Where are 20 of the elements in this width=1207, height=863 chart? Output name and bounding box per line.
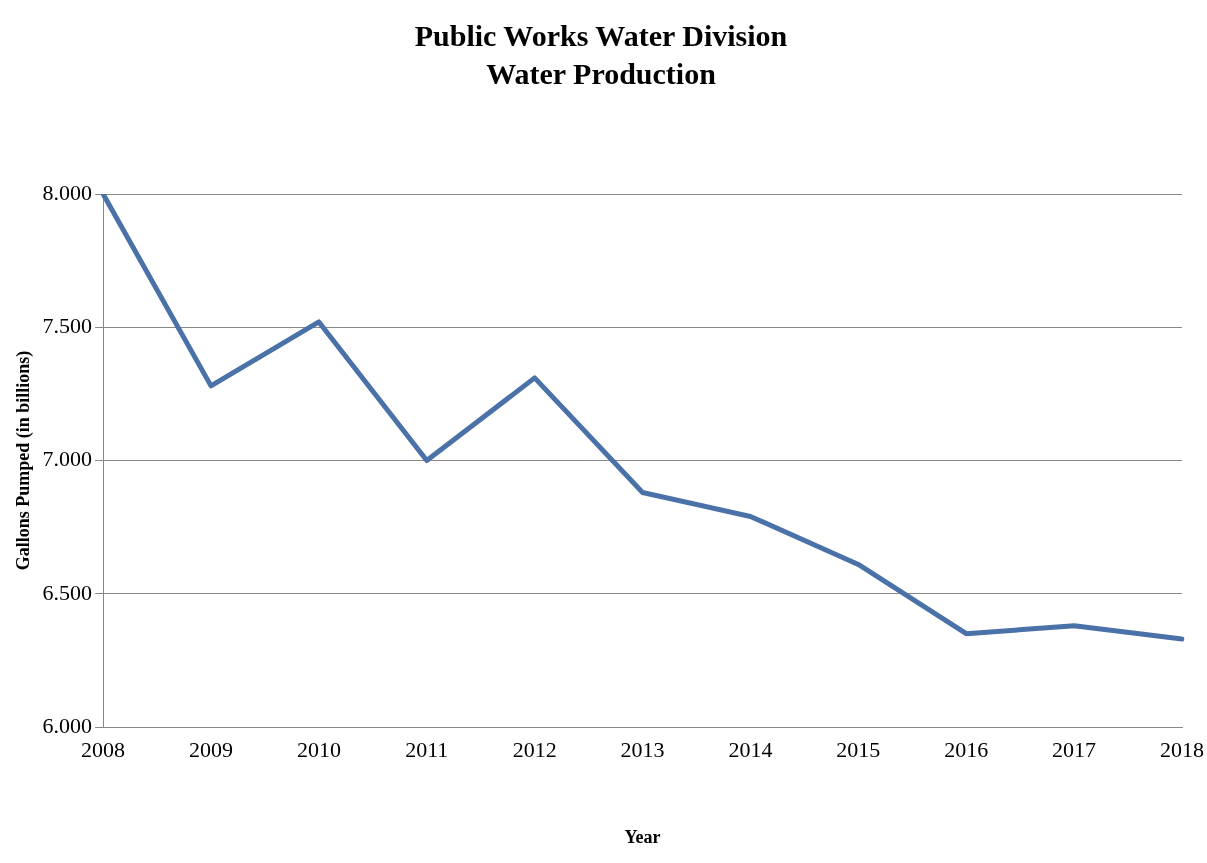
y-tick-label: 6.500 <box>42 579 93 605</box>
x-tick-label: 2014 <box>728 736 773 762</box>
x-tick-label: 2015 <box>836 736 881 762</box>
y-tick-label: 7.500 <box>42 313 93 339</box>
y-tick-label: 8.000 <box>42 179 93 205</box>
x-tick-label: 2012 <box>512 736 557 762</box>
x-tick-label: 2009 <box>188 736 233 762</box>
y-tick-label: 6.000 <box>42 712 93 738</box>
y-axis-title: Gallons Pumped (in billions) <box>13 350 35 571</box>
chart-title: Public Works Water Division <box>414 18 788 52</box>
x-axis-title: Year <box>624 826 661 847</box>
x-tick-label: 2011 <box>405 736 449 762</box>
chart-subtitle: Water Production <box>486 56 717 90</box>
x-tick-label: 2017 <box>1052 736 1097 762</box>
x-tick-label: 2010 <box>296 736 341 762</box>
x-tick-label: 2013 <box>620 736 665 762</box>
x-tick-label: 2008 <box>81 736 126 762</box>
x-tick-label: 2018 <box>1160 736 1204 762</box>
x-tick-label: 2016 <box>944 736 989 762</box>
y-tick-label: 7.000 <box>42 446 93 472</box>
